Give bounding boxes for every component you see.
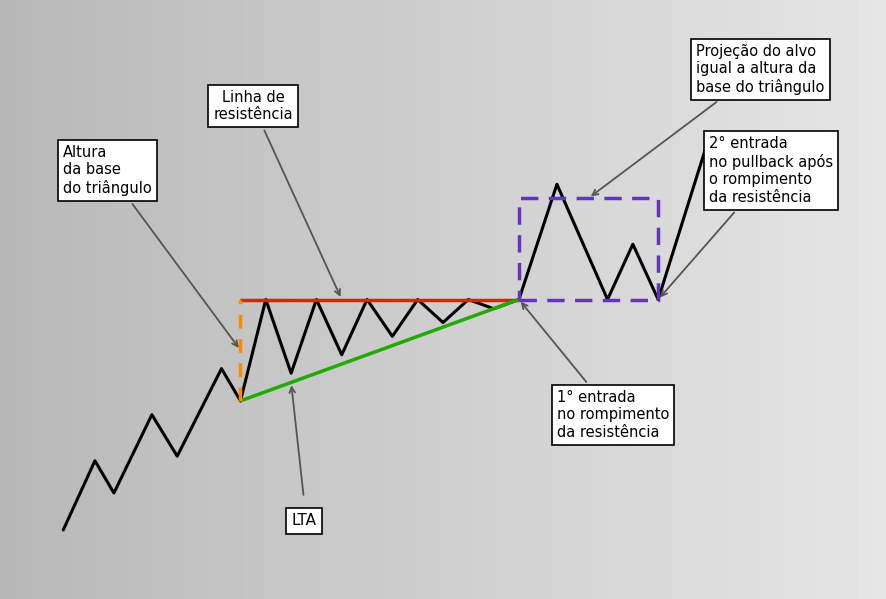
Text: Altura
da base
do triângulo: Altura da base do triângulo	[63, 145, 237, 346]
Text: Linha de
resistência: Linha de resistência	[214, 90, 340, 295]
Bar	[519, 198, 658, 300]
Text: 1° entrada
no rompimento
da resistência: 1° entrada no rompimento da resistência	[522, 303, 669, 440]
Text: 2° entrada
no pullback após
o rompimento
da resistência: 2° entrada no pullback após o rompimento…	[661, 137, 833, 296]
Text: LTA: LTA	[291, 513, 316, 528]
Text: Projeção do alvo
igual a altura da
base do triângulo: Projeção do alvo igual a altura da base …	[593, 44, 825, 195]
